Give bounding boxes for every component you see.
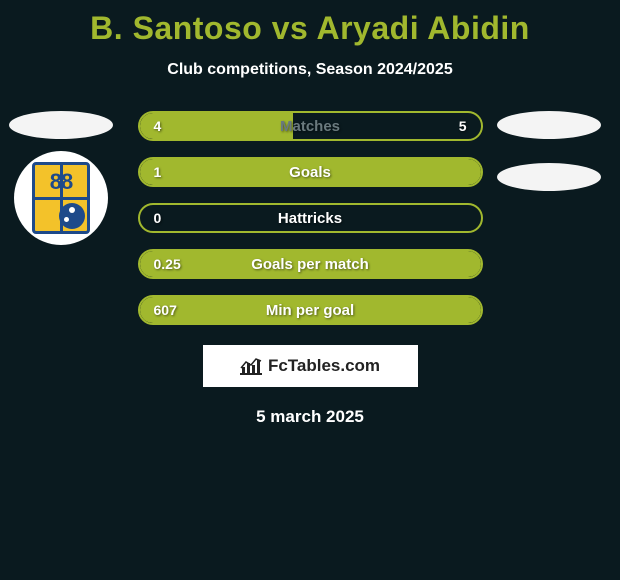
stat-right-value: 5 — [459, 118, 467, 134]
comparison-content: 88 4Matches5 1Goals 0Hattricks 0.25Goals pe… — [0, 111, 620, 427]
stat-label: Goals per match — [140, 256, 481, 273]
right-player-avatar-placeholder — [497, 111, 601, 139]
left-player-club-badge: 88 — [14, 151, 108, 245]
left-player-column: 88 — [6, 111, 116, 245]
right-player-column — [494, 111, 604, 203]
footer-date: 5 march 2025 — [0, 407, 620, 427]
brand-attribution: FcTables.com — [203, 345, 418, 387]
stat-row: 0.25Goals per match — [138, 249, 483, 279]
left-player-avatar-placeholder — [9, 111, 113, 139]
stat-row: 4Matches5 — [138, 111, 483, 141]
stat-row: 607Min per goal — [138, 295, 483, 325]
stat-row: 1Goals — [138, 157, 483, 187]
stat-row: 0Hattricks — [138, 203, 483, 233]
brand-text: FcTables.com — [268, 356, 380, 376]
brand-chart-icon — [240, 357, 262, 375]
right-player-club-placeholder — [497, 163, 601, 191]
stat-label: Goals — [140, 164, 481, 181]
stat-label: Hattricks — [140, 210, 481, 227]
page-subtitle: Club competitions, Season 2024/2025 — [0, 61, 620, 79]
stat-label: Matches — [140, 118, 481, 135]
stat-label: Min per goal — [140, 302, 481, 319]
page-title: B. Santoso vs Aryadi Abidin — [0, 0, 620, 47]
stats-list: 4Matches5 1Goals 0Hattricks 0.25Goals per m… — [138, 111, 483, 325]
